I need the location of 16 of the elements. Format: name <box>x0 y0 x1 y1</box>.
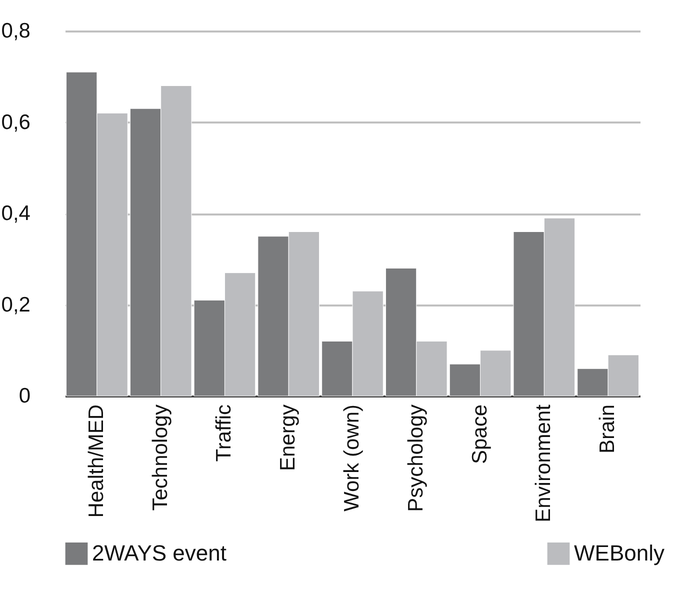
x-tick-label: Psychology <box>404 404 428 512</box>
x-tick-label: Brain <box>596 404 620 454</box>
y-tick-label: 0,2 <box>1 293 30 316</box>
legend-label: WEBonly <box>574 540 664 566</box>
x-tick-label: Technology <box>148 404 172 511</box>
y-tick-label: 0,8 <box>1 20 30 42</box>
x-tick-label: Space <box>468 404 492 464</box>
legend-label: 2WAYS event <box>92 540 227 566</box>
x-tick-label: Energy <box>276 404 300 472</box>
x-tick-label: Work (own) <box>340 404 364 512</box>
y-tick-label: 0,6 <box>1 110 30 134</box>
x-tick-label: Environment <box>532 404 556 522</box>
y-tick-label: 0 <box>18 384 30 408</box>
x-tick-label: Health/MED <box>84 404 108 518</box>
y-tick-label: 0,4 <box>1 202 31 225</box>
x-tick-label: Traffic <box>212 404 236 462</box>
